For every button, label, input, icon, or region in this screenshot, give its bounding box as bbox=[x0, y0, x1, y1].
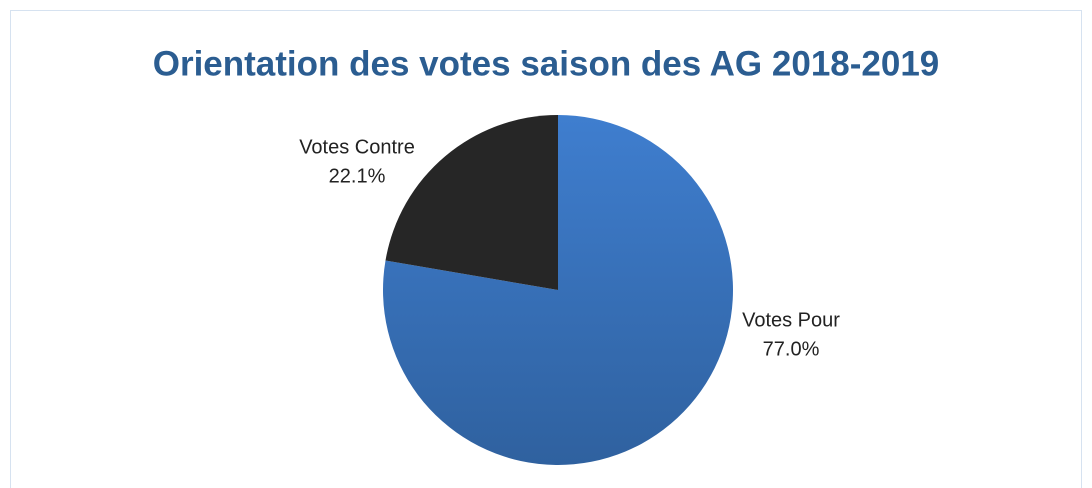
slice-value-label: 77.0% bbox=[763, 338, 820, 360]
pie-slice bbox=[385, 115, 558, 290]
slice-label: Votes Pour bbox=[742, 309, 840, 331]
slice-label: Votes Contre bbox=[299, 136, 415, 158]
chart-title: Orientation des votes saison des AG 2018… bbox=[153, 44, 940, 83]
slice-value-label: 22.1% bbox=[329, 165, 386, 187]
